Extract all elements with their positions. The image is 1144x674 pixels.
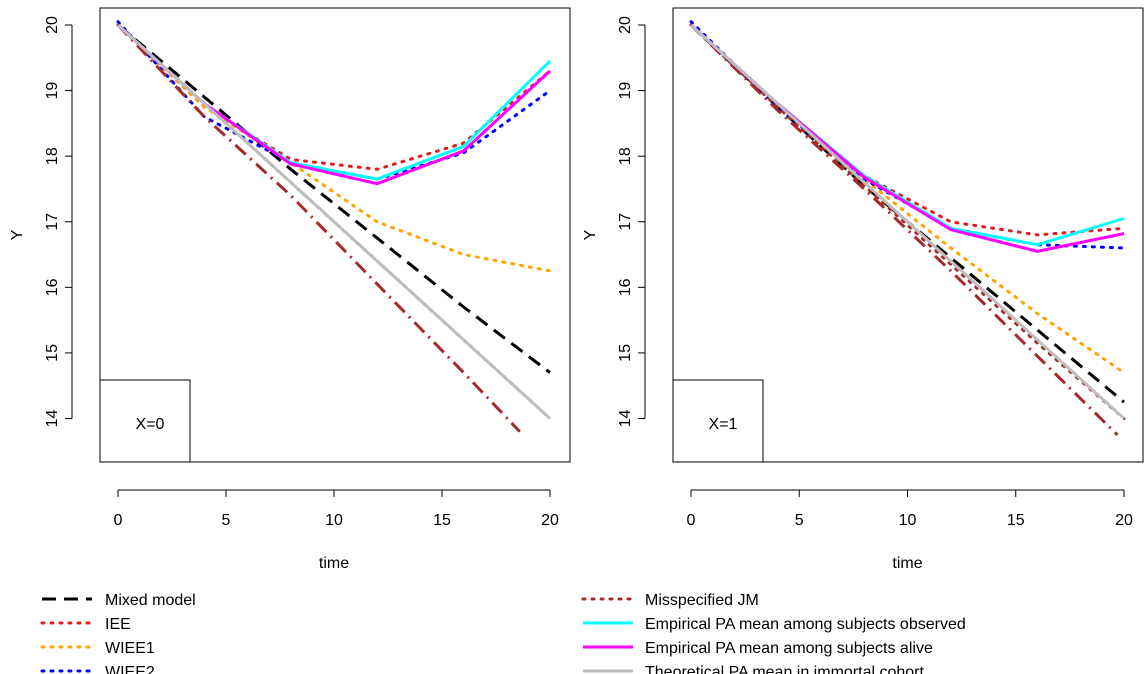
y-tick-label: 20 [44, 16, 61, 34]
series-line-mixed [118, 25, 550, 373]
x-tick-label: 5 [222, 512, 231, 529]
x-tick-label: 10 [899, 512, 917, 529]
series-lines [691, 22, 1124, 435]
y-tick-label: 16 [617, 278, 634, 296]
x-axis-label: time [892, 555, 922, 572]
y-tick-label: 14 [617, 410, 634, 428]
x-tick-label: 20 [541, 512, 559, 529]
x-tick-label: 0 [114, 512, 123, 529]
y-tick-label: 20 [617, 16, 634, 34]
legend: Mixed modelIEEWIEE1WIEE2Joint ModelMissp… [42, 592, 966, 674]
legend-label-emp_observed: Empirical PA mean among subjects observe… [645, 616, 966, 633]
series-line-joint [118, 25, 520, 432]
y-tick-label: 17 [44, 213, 61, 231]
y-tick-label: 15 [44, 344, 61, 362]
series-line-emp_observed [691, 25, 1124, 245]
y-tick-label: 19 [617, 82, 634, 100]
panel-label: X=0 [136, 416, 165, 433]
legend-label-emp_alive: Empirical PA mean among subjects alive [645, 640, 933, 657]
y-axis-label: Y [9, 229, 26, 240]
legend-label-misspec: Misspecified JM [645, 592, 759, 609]
series-line-wiee1 [118, 25, 550, 271]
series-line-theoretical [691, 25, 1124, 419]
y-tick-label: 19 [44, 82, 61, 100]
x-axis-label: time [319, 555, 349, 572]
x-tick-label: 10 [325, 512, 343, 529]
series-line-wiee2 [118, 22, 550, 179]
series-line-iee [118, 25, 550, 169]
y-tick-label: 15 [617, 344, 634, 362]
series-lines [118, 22, 550, 432]
panel-1: X=0 0 5 10 15 20 time 14 15 16 17 18 19 20 Y [9, 8, 570, 572]
x-tick-label: 0 [687, 512, 696, 529]
legend-label-theoretical: Theoretical PA mean in immortal cohort [645, 664, 924, 674]
y-tick-label: 16 [44, 278, 61, 296]
series-line-emp_observed [118, 25, 550, 179]
panel-label: X=1 [709, 416, 738, 433]
y-tick-label: 18 [617, 147, 634, 165]
legend-label-iee: IEE [105, 616, 131, 633]
y-tick-label: 17 [617, 213, 634, 231]
y-tick-label: 14 [44, 410, 61, 428]
legend-label-wiee1: WIEE1 [105, 640, 155, 657]
series-line-theoretical [118, 25, 550, 419]
x-tick-label: 15 [433, 512, 451, 529]
x-tick-label: 15 [1007, 512, 1025, 529]
legend-label-wiee2: WIEE2 [105, 664, 155, 674]
legend-label-mixed: Mixed model [105, 592, 196, 609]
x-tick-label: 20 [1115, 512, 1133, 529]
y-tick-label: 18 [44, 147, 61, 165]
panel-2: X=1 0 5 10 15 20 time 14 15 16 17 18 19 20 Y [582, 8, 1143, 572]
x-tick-label: 5 [795, 512, 804, 529]
series-line-emp_alive [118, 25, 550, 184]
series-line-emp_alive [691, 25, 1124, 251]
y-axis-label: Y [582, 229, 599, 240]
